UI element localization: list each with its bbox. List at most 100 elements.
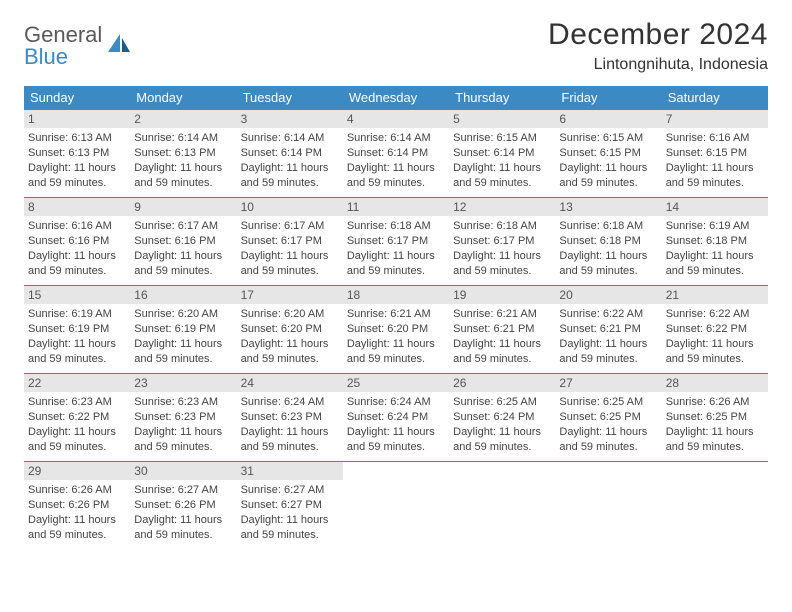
- day-number: 20: [555, 286, 661, 304]
- calendar-cell: [662, 462, 768, 550]
- calendar-cell: 31 Sunrise: 6:27 AMSunset: 6:27 PMDayligh…: [237, 462, 343, 550]
- day-number: 7: [662, 110, 768, 128]
- calendar-row: 29Sunrise: 6:26 AMSunset: 6:26 PMDayligh…: [24, 462, 768, 550]
- day-number: 6: [555, 110, 661, 128]
- day-number: 8: [24, 198, 130, 216]
- day-details: Sunrise: 6:24 AMSunset: 6:23 PMDaylight:…: [241, 395, 339, 454]
- day-details: Sunrise: 6:23 AMSunset: 6:22 PMDaylight:…: [28, 395, 126, 454]
- day-details: Sunrise: 6:22 AMSunset: 6:21 PMDaylight:…: [559, 307, 657, 366]
- day-details: Sunrise: 6:14 AMSunset: 6:14 PMDaylight:…: [347, 131, 445, 190]
- calendar-cell: 3Sunrise: 6:14 AMSunset: 6:14 PMDaylight…: [237, 110, 343, 198]
- calendar-cell: 6 Sunrise: 6:15 AMSunset: 6:15 PMDaylight…: [555, 110, 661, 198]
- weekday-header: Thursday: [449, 86, 555, 110]
- day-details: Sunrise: 6:27 AMSunset: 6:26 PMDaylight:…: [134, 483, 232, 542]
- day-number: 5: [449, 110, 555, 128]
- weekday-header: Sunday: [24, 86, 130, 110]
- calendar-cell: 19 Sunrise: 6:21 AMSunset: 6:21 PMDayligh…: [449, 286, 555, 374]
- calendar-cell: 17Sunrise: 6:20 AMSunset: 6:20 PMDayligh…: [237, 286, 343, 374]
- calendar-cell: 24 Sunrise: 6:24 AMSunset: 6:23 PMDayligh…: [237, 374, 343, 462]
- day-details: Sunrise: 6:23 AMSunset: 6:23 PMDaylight:…: [134, 395, 232, 454]
- day-details: Sunrise: 6:24 AMSunset: 6:24 PMDaylight:…: [347, 395, 445, 454]
- day-number: 3: [237, 110, 343, 128]
- calendar-cell: 9 Sunrise: 6:17 AMSunset: 6:16 PMDaylight…: [130, 198, 236, 286]
- calendar-cell: 16Sunrise: 6:20 AMSunset: 6:19 PMDayligh…: [130, 286, 236, 374]
- calendar-cell: 27Sunrise: 6:25 AMSunset: 6:25 PMDayligh…: [555, 374, 661, 462]
- day-number: 10: [237, 198, 343, 216]
- day-details: Sunrise: 6:21 AMSunset: 6:21 PMDaylight:…: [453, 307, 551, 366]
- day-details: Sunrise: 6:16 AMSunset: 6:15 PMDaylight:…: [666, 131, 764, 190]
- day-details: Sunrise: 6:26 AMSunset: 6:25 PMDaylight:…: [666, 395, 764, 454]
- weekday-header: Tuesday: [237, 86, 343, 110]
- weekday-header: Friday: [555, 86, 661, 110]
- logo-text: General Blue: [24, 24, 102, 68]
- day-details: Sunrise: 6:27 AMSunset: 6:27 PMDaylight:…: [241, 483, 339, 542]
- calendar-body: 1Sunrise: 6:13 AMSunset: 6:13 PMDaylight…: [24, 110, 768, 550]
- calendar-cell: 15Sunrise: 6:19 AMSunset: 6:19 PMDayligh…: [24, 286, 130, 374]
- day-details: Sunrise: 6:25 AMSunset: 6:25 PMDaylight:…: [559, 395, 657, 454]
- day-number: 12: [449, 198, 555, 216]
- day-details: Sunrise: 6:26 AMSunset: 6:26 PMDaylight:…: [28, 483, 126, 542]
- day-number: 30: [130, 462, 236, 480]
- day-details: Sunrise: 6:25 AMSunset: 6:24 PMDaylight:…: [453, 395, 551, 454]
- day-number: 19: [449, 286, 555, 304]
- calendar-row: 1Sunrise: 6:13 AMSunset: 6:13 PMDaylight…: [24, 110, 768, 198]
- calendar-cell: 10 Sunrise: 6:17 AMSunset: 6:17 PMDayligh…: [237, 198, 343, 286]
- month-title: December 2024: [548, 18, 768, 52]
- calendar-cell: 22 Sunrise: 6:23 AMSunset: 6:22 PMDayligh…: [24, 374, 130, 462]
- day-number: 2: [130, 110, 236, 128]
- day-number: 23: [130, 374, 236, 392]
- calendar-cell: 26 Sunrise: 6:25 AMSunset: 6:24 PMDayligh…: [449, 374, 555, 462]
- day-number: 11: [343, 198, 449, 216]
- calendar-cell: 28 Sunrise: 6:26 AMSunset: 6:25 PMDayligh…: [662, 374, 768, 462]
- day-number: 13: [555, 198, 661, 216]
- day-number: 28: [662, 374, 768, 392]
- day-number: 24: [237, 374, 343, 392]
- calendar-cell: 2 Sunrise: 6:14 AMSunset: 6:13 PMDaylight…: [130, 110, 236, 198]
- weekday-header: Monday: [130, 86, 236, 110]
- calendar-cell: 11 Sunrise: 6:18 AMSunset: 6:17 PMDayligh…: [343, 198, 449, 286]
- calendar-cell: 1Sunrise: 6:13 AMSunset: 6:13 PMDaylight…: [24, 110, 130, 198]
- calendar-table: Sunday Monday Tuesday Wednesday Thursday…: [24, 86, 768, 550]
- calendar-cell: 23 Sunrise: 6:23 AMSunset: 6:23 PMDayligh…: [130, 374, 236, 462]
- day-details: Sunrise: 6:15 AMSunset: 6:15 PMDaylight:…: [559, 131, 657, 190]
- day-number: 26: [449, 374, 555, 392]
- header: General Blue December 2024 Lintongnihuta…: [24, 18, 768, 74]
- logo: General Blue: [24, 24, 134, 68]
- day-details: Sunrise: 6:18 AMSunset: 6:17 PMDaylight:…: [347, 219, 445, 278]
- day-details: Sunrise: 6:21 AMSunset: 6:20 PMDaylight:…: [347, 307, 445, 366]
- calendar-row: 22 Sunrise: 6:23 AMSunset: 6:22 PMDayligh…: [24, 374, 768, 462]
- day-number: 9: [130, 198, 236, 216]
- calendar-cell: [555, 462, 661, 550]
- day-number: 17: [237, 286, 343, 304]
- day-details: Sunrise: 6:18 AMSunset: 6:17 PMDaylight:…: [453, 219, 551, 278]
- weekday-header: Wednesday: [343, 86, 449, 110]
- title-block: December 2024 Lintongnihuta, Indonesia: [548, 18, 768, 74]
- day-number: 18: [343, 286, 449, 304]
- day-details: Sunrise: 6:17 AMSunset: 6:16 PMDaylight:…: [134, 219, 232, 278]
- calendar-cell: 14Sunrise: 6:19 AMSunset: 6:18 PMDayligh…: [662, 198, 768, 286]
- day-details: Sunrise: 6:17 AMSunset: 6:17 PMDaylight:…: [241, 219, 339, 278]
- calendar-cell: [343, 462, 449, 550]
- day-number: 22: [24, 374, 130, 392]
- day-number: 4: [343, 110, 449, 128]
- logo-line1: General: [24, 24, 102, 46]
- day-details: Sunrise: 6:19 AMSunset: 6:18 PMDaylight:…: [666, 219, 764, 278]
- calendar-cell: 8Sunrise: 6:16 AMSunset: 6:16 PMDaylight…: [24, 198, 130, 286]
- day-number: 15: [24, 286, 130, 304]
- calendar-cell: 4 Sunrise: 6:14 AMSunset: 6:14 PMDaylight…: [343, 110, 449, 198]
- calendar-cell: 29Sunrise: 6:26 AMSunset: 6:26 PMDayligh…: [24, 462, 130, 550]
- day-details: Sunrise: 6:22 AMSunset: 6:22 PMDaylight:…: [666, 307, 764, 366]
- day-details: Sunrise: 6:15 AMSunset: 6:14 PMDaylight:…: [453, 131, 551, 190]
- day-number: 16: [130, 286, 236, 304]
- calendar-cell: 20 Sunrise: 6:22 AMSunset: 6:21 PMDayligh…: [555, 286, 661, 374]
- calendar-cell: 7 Sunrise: 6:16 AMSunset: 6:15 PMDaylight…: [662, 110, 768, 198]
- logo-line2: Blue: [24, 46, 102, 68]
- calendar-cell: 30 Sunrise: 6:27 AMSunset: 6:26 PMDayligh…: [130, 462, 236, 550]
- calendar-cell: [449, 462, 555, 550]
- day-details: Sunrise: 6:14 AMSunset: 6:13 PMDaylight:…: [134, 131, 232, 190]
- calendar-row: 8Sunrise: 6:16 AMSunset: 6:16 PMDaylight…: [24, 198, 768, 286]
- calendar-cell: 13Sunrise: 6:18 AMSunset: 6:18 PMDayligh…: [555, 198, 661, 286]
- day-number: 31: [237, 462, 343, 480]
- calendar-cell: 25Sunrise: 6:24 AMSunset: 6:24 PMDayligh…: [343, 374, 449, 462]
- sail-icon: [106, 32, 134, 61]
